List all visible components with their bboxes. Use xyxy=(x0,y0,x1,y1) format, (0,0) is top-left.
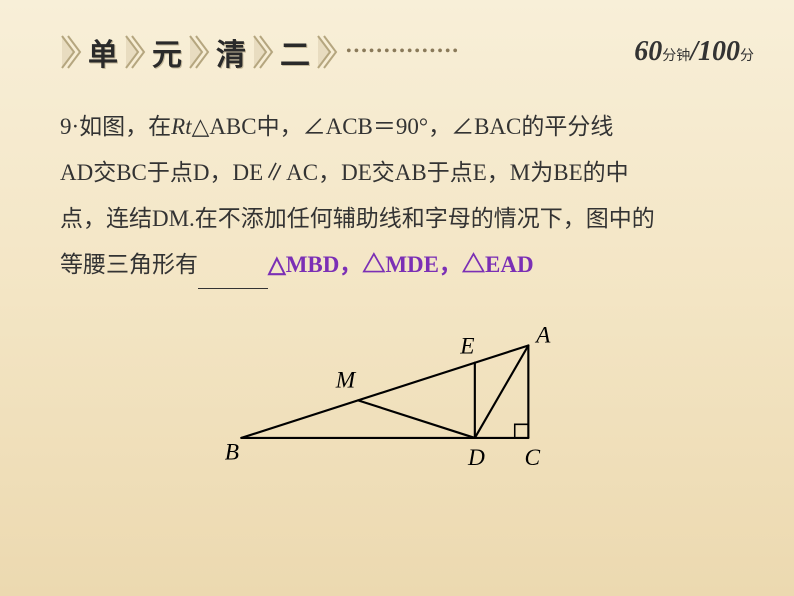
problem-number: 9 xyxy=(60,114,72,139)
svg-text:E: E xyxy=(459,333,474,359)
timer-label: 60 分钟 / 100 分 xyxy=(634,36,754,68)
blank-underline xyxy=(198,242,268,289)
text: △ABC中，∠ACB＝90°，∠BAC的平分线 xyxy=(192,114,614,139)
text: AD交BC于点D，DE∥AC，DE交AB于点E，M为BE的中 xyxy=(60,150,734,196)
timer-score: 100 xyxy=(698,36,740,68)
timer-unit: 分 xyxy=(740,45,754,65)
chevron-icon xyxy=(124,34,146,70)
problem-text: 9·如图，在Rt△ABC中，∠ACB＝90°，∠BAC的平分线 AD交BC于点D… xyxy=(0,84,794,289)
chevron-icon xyxy=(316,34,338,70)
text: 如图，在 xyxy=(79,114,171,139)
unit-title: 单 元 清 二 xyxy=(60,30,338,74)
dots-separator: ••••••••••••••• xyxy=(346,43,634,61)
timer-slash: / xyxy=(690,36,698,68)
svg-text:A: A xyxy=(534,323,551,349)
title-char: 清 xyxy=(216,30,246,74)
text: 等腰三角形有 xyxy=(60,252,198,277)
text: 点，连结DM.在不添加任何辅助线和字母的情况下，图中的 xyxy=(60,196,734,242)
svg-text:B: B xyxy=(225,439,239,465)
timer-minutes: 60 xyxy=(634,36,662,68)
chevron-icon xyxy=(188,34,210,70)
svg-text:D: D xyxy=(467,445,485,471)
answer-text: △MBD，△MDE，△EAD xyxy=(268,252,534,277)
svg-text:M: M xyxy=(335,367,357,393)
chevron-icon xyxy=(252,34,274,70)
svg-text:C: C xyxy=(524,445,540,471)
title-char: 元 xyxy=(152,30,182,74)
timer-unit: 分钟 xyxy=(662,45,690,65)
chevron-icon xyxy=(60,34,82,70)
title-char: 二 xyxy=(280,30,310,74)
rt-symbol: Rt xyxy=(171,114,191,139)
title-char: 单 xyxy=(88,30,118,74)
geometry-diagram: A B C D E M xyxy=(217,299,577,499)
